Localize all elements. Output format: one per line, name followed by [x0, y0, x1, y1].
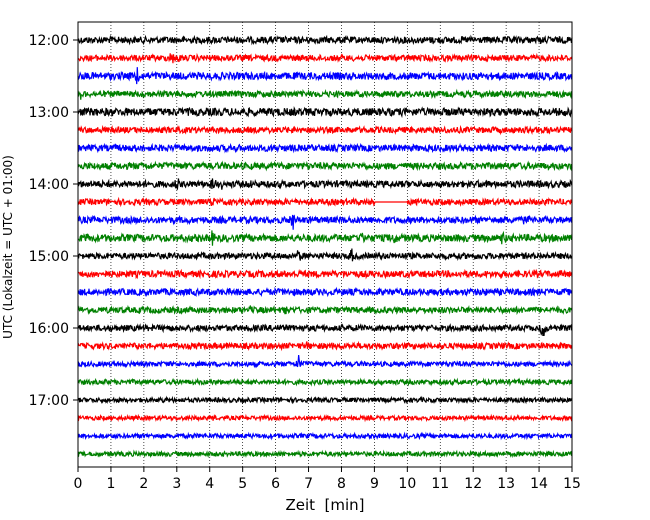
seismogram-trace [77, 88, 573, 100]
x-tick-label: 12 [464, 476, 482, 492]
x-tick-label: 7 [304, 476, 313, 492]
y-tick-label: 14:00 [29, 177, 69, 193]
seismogram-trace [77, 340, 573, 352]
seismogram-trace [77, 214, 573, 230]
plot-frame [77, 21, 573, 468]
x-tick-label: 11 [431, 476, 449, 492]
seismogram-trace [77, 286, 573, 298]
y-tick-label: 12:00 [29, 33, 69, 49]
seismogram-trace [77, 395, 573, 405]
y-tick-label: 17:00 [29, 393, 69, 409]
x-tick-label: 14 [530, 476, 548, 492]
seismogram-trace [77, 431, 573, 441]
seismogram-trace [77, 142, 573, 154]
y-tick-label: 15:00 [29, 249, 69, 265]
x-axis-label: Zeit [min] [285, 496, 364, 514]
x-tick-label: 3 [172, 476, 181, 492]
plot-area [78, 22, 572, 467]
grid-lines [110, 22, 540, 467]
x-tick-label: 6 [271, 476, 280, 492]
seismogram-trace [77, 124, 573, 136]
seismogram-trace [77, 354, 573, 369]
seismogram-trace [77, 449, 573, 459]
x-tick-label: 2 [139, 476, 148, 492]
y-tick-label: 16:00 [29, 321, 69, 337]
x-tick-label: 15 [563, 476, 581, 492]
y-tick-label: 13:00 [29, 105, 69, 121]
seismogram-trace [77, 160, 573, 172]
seismogram-trace [77, 67, 573, 85]
seismogram-trace [77, 304, 573, 316]
seismogram-trace [77, 178, 573, 190]
x-tick-label: 8 [337, 476, 346, 492]
x-tick-label: 0 [74, 476, 83, 492]
x-tick-label: 9 [370, 476, 379, 492]
y-axis-ticks: 12:00 13:00 14:00 15:00 16:00 17:00 [29, 33, 78, 409]
seismogram-trace [77, 377, 573, 387]
x-tick-label: 1 [106, 476, 115, 492]
seismogram-trace [77, 268, 573, 280]
seismogram-trace [77, 413, 573, 423]
x-axis-ticks: 0 1 2 3 4 5 6 7 8 9 10 11 12 13 14 15 [74, 467, 581, 492]
x-tick-label: 10 [398, 476, 416, 492]
seismogram-trace [77, 230, 573, 246]
seismogram-traces [77, 34, 573, 459]
x-tick-label: 13 [497, 476, 515, 492]
seismogram-trace [77, 52, 573, 64]
y-axis-label: UTC (Lokalzeit = UTC + 01:00) [1, 155, 15, 339]
x-tick-label: 5 [238, 476, 247, 492]
x-tick-label: 4 [205, 476, 214, 492]
seismogram-trace [77, 248, 573, 262]
seismogram-trace [77, 323, 573, 337]
seismogram-trace [77, 196, 573, 208]
seismogram-trace [77, 105, 573, 119]
seismogram-trace [77, 34, 573, 46]
